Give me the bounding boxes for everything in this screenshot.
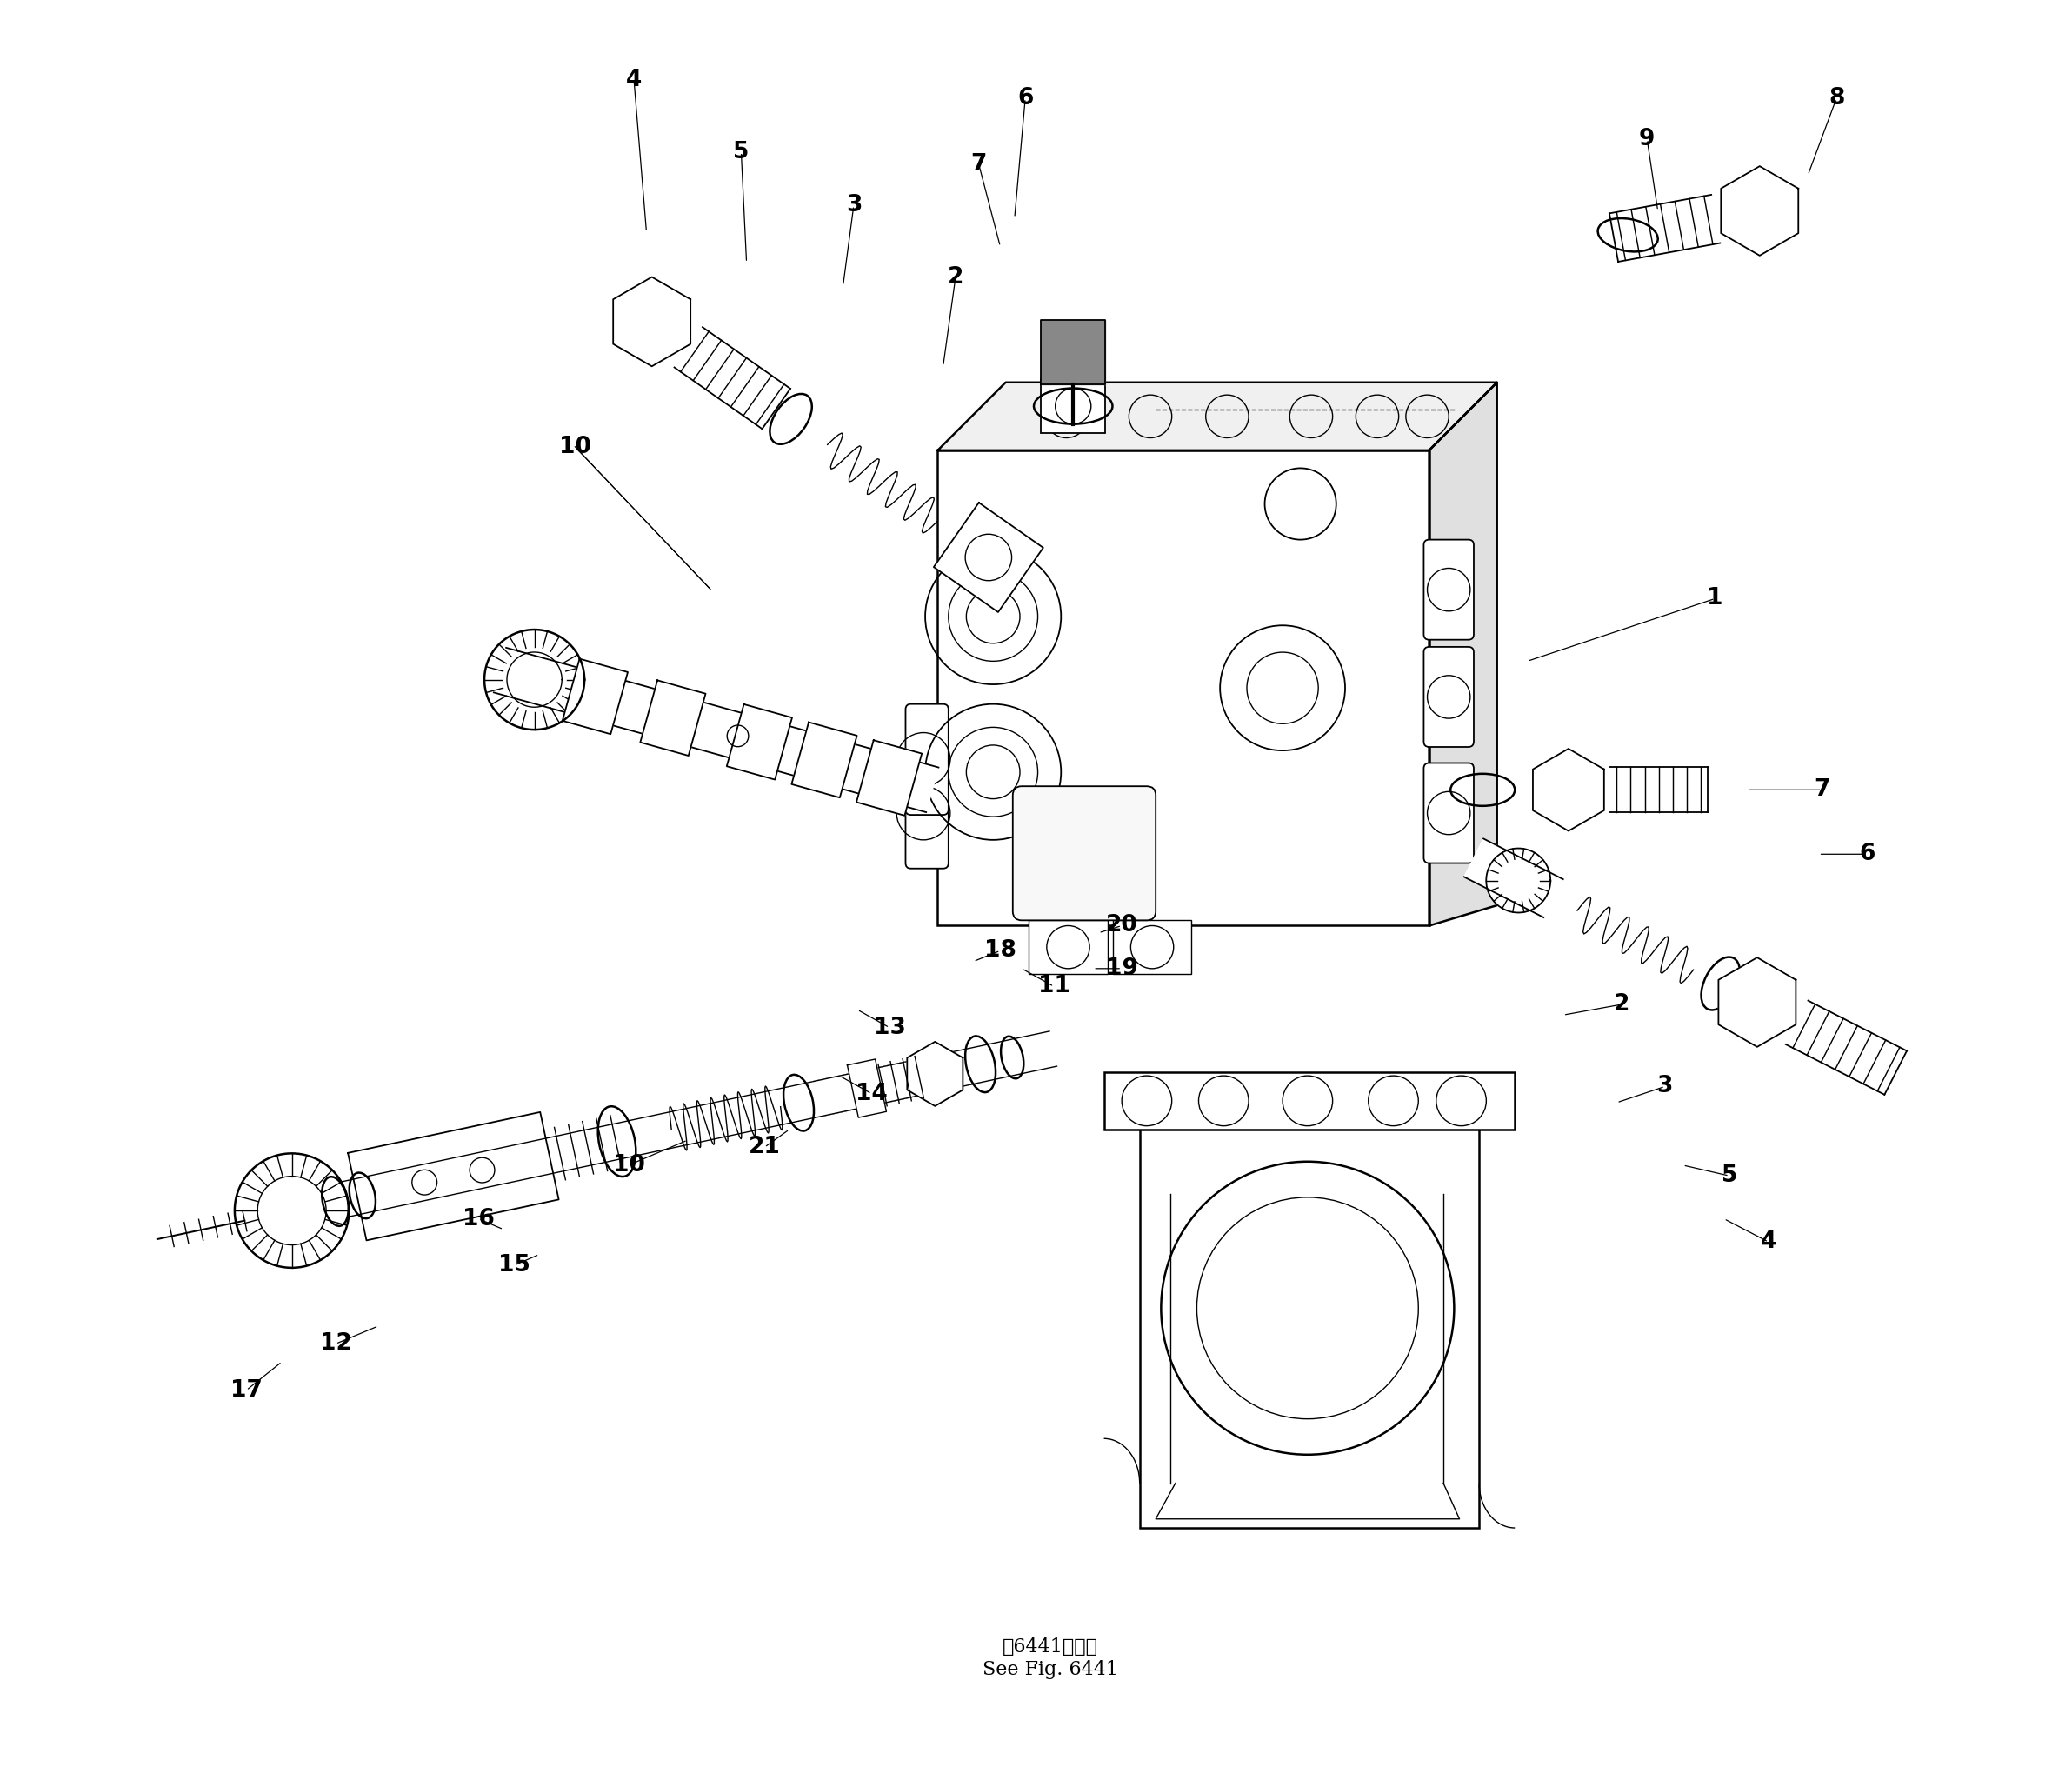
Polygon shape — [934, 502, 1042, 613]
Text: 2: 2 — [947, 266, 963, 288]
Text: 10: 10 — [613, 1154, 644, 1176]
Text: 18: 18 — [984, 940, 1015, 961]
Text: 14: 14 — [856, 1083, 887, 1104]
Polygon shape — [908, 1042, 963, 1106]
Text: 8: 8 — [1828, 88, 1844, 109]
Polygon shape — [812, 1061, 912, 1117]
Text: 4: 4 — [626, 70, 642, 91]
Text: 6: 6 — [1859, 843, 1875, 865]
Polygon shape — [856, 740, 922, 815]
Bar — [1030, 920, 1106, 974]
Polygon shape — [348, 1112, 559, 1240]
Polygon shape — [493, 647, 939, 813]
Text: 2: 2 — [1614, 994, 1631, 1015]
Text: 5: 5 — [733, 141, 750, 163]
Text: 19: 19 — [1106, 958, 1138, 979]
Polygon shape — [792, 722, 858, 797]
FancyBboxPatch shape — [1423, 540, 1473, 640]
Polygon shape — [1465, 838, 1562, 917]
Text: 13: 13 — [874, 1017, 905, 1038]
Bar — [1040, 379, 1104, 432]
Text: 第6441図参照
See Fig. 6441: 第6441図参照 See Fig. 6441 — [982, 1637, 1119, 1680]
Polygon shape — [613, 277, 690, 366]
FancyBboxPatch shape — [1423, 647, 1473, 747]
Text: 12: 12 — [319, 1333, 352, 1355]
Text: 4: 4 — [1761, 1231, 1776, 1253]
Text: 6: 6 — [1017, 88, 1034, 109]
Bar — [1140, 1104, 1479, 1528]
Bar — [1104, 1072, 1515, 1129]
Polygon shape — [1533, 749, 1604, 831]
Polygon shape — [1718, 958, 1796, 1047]
Bar — [1113, 920, 1191, 974]
Polygon shape — [234, 1153, 348, 1267]
Text: 9: 9 — [1639, 129, 1656, 150]
FancyBboxPatch shape — [1013, 786, 1156, 920]
Text: 1: 1 — [1707, 588, 1724, 609]
Text: 5: 5 — [1722, 1165, 1736, 1187]
Text: 7: 7 — [1815, 779, 1830, 801]
Text: 10: 10 — [559, 436, 591, 457]
Text: 3: 3 — [845, 195, 862, 216]
Text: 21: 21 — [748, 1137, 781, 1158]
FancyBboxPatch shape — [905, 758, 949, 868]
Polygon shape — [1040, 320, 1104, 384]
Text: 15: 15 — [497, 1254, 530, 1276]
Text: 7: 7 — [972, 154, 986, 175]
Polygon shape — [727, 704, 792, 779]
Text: 11: 11 — [1038, 976, 1069, 997]
Text: 20: 20 — [1106, 915, 1138, 936]
Text: 16: 16 — [462, 1208, 495, 1229]
Polygon shape — [640, 681, 707, 756]
Polygon shape — [562, 659, 628, 734]
FancyBboxPatch shape — [905, 704, 949, 815]
Polygon shape — [1486, 849, 1550, 913]
Polygon shape — [485, 629, 584, 729]
Text: 3: 3 — [1658, 1076, 1672, 1097]
Bar — [939, 450, 1430, 926]
Polygon shape — [1722, 166, 1798, 256]
Polygon shape — [939, 382, 1496, 450]
Text: 17: 17 — [230, 1380, 263, 1401]
FancyBboxPatch shape — [1423, 763, 1473, 863]
Polygon shape — [847, 1060, 887, 1117]
Polygon shape — [1430, 382, 1496, 926]
